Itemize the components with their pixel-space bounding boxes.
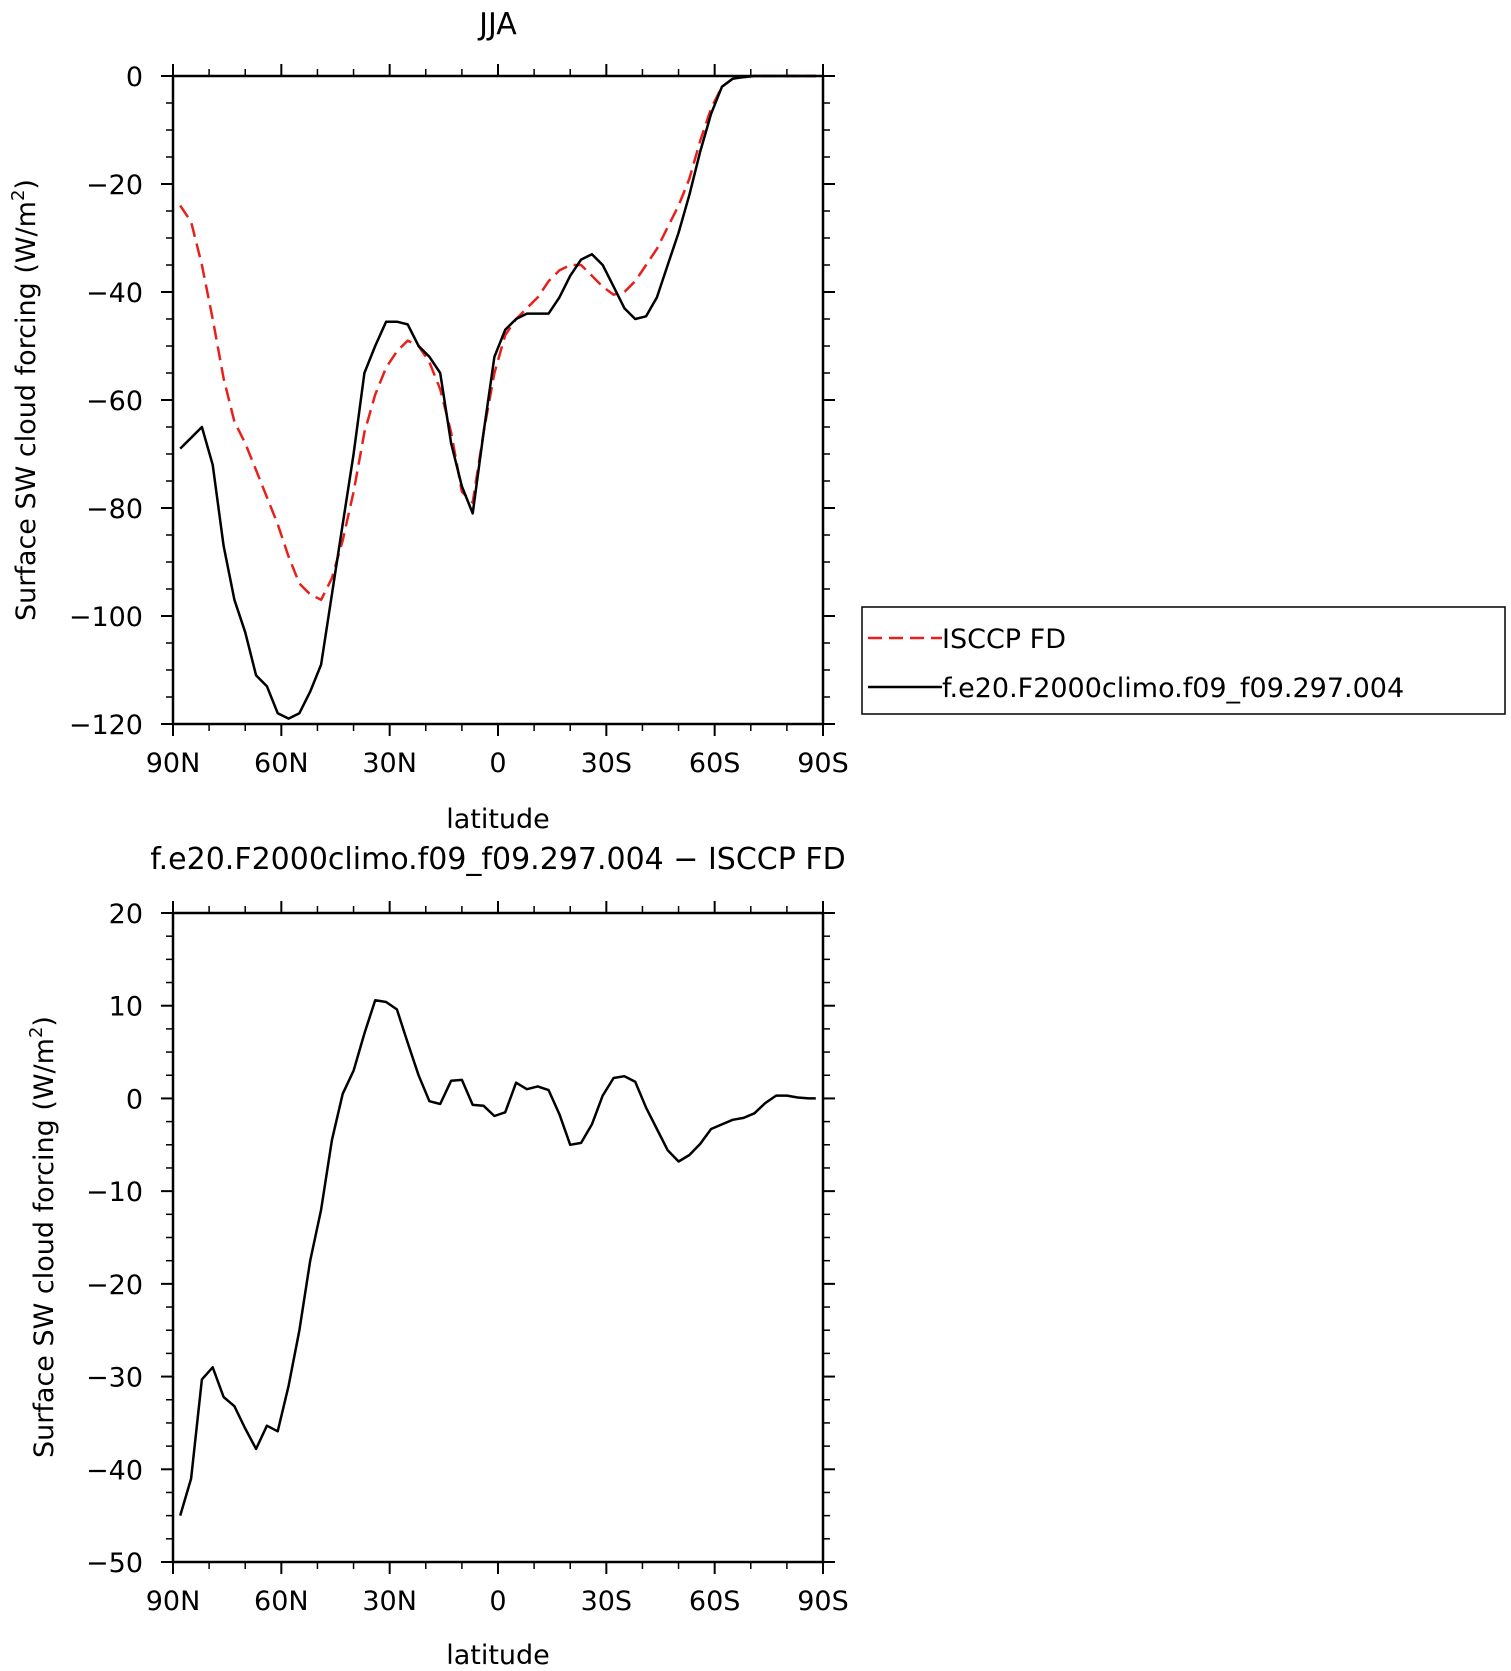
chart-bottom-axes: 90N 60N 30N 0 30S 60S 90S 20 10 0 −10 −20 −30 −40 −50: [86, 899, 849, 1617]
chart-bottom-ylabel-main: Surface SW cloud forcing (W/m: [29, 1038, 60, 1458]
chart-top-series-1-line: [179, 74, 816, 720]
chart-bottom-ylabel-close: ): [29, 1016, 60, 1027]
chart-bottom-xtick-label: 30S: [581, 1586, 633, 1617]
chart-bottom-xtick-label: 30N: [362, 1586, 417, 1617]
chart-top-axes: 90N 60N 30N 0 30S 60S 90S 0 −20 −40 −60 −80 −100 −120: [69, 62, 849, 779]
legend-frame: [861, 606, 1506, 715]
chart-top-xtick-label: 60N: [254, 748, 309, 779]
chart-bottom-xtick-label: 60N: [254, 1586, 309, 1617]
legend: ISCCP FD f.e20.F2000climo.f09_f09.297.00…: [861, 606, 1506, 715]
chart-bottom-series-0-line: [179, 998, 816, 1516]
chart-bottom-title: f.e20.F2000climo.f09_f09.297.004 − ISCCP…: [150, 842, 845, 877]
chart-top-xtick-label: 30N: [362, 748, 417, 779]
chart-bottom-ylabel-sup: 2: [26, 1027, 47, 1038]
chart-bottom-ytick-label: −30: [86, 1363, 143, 1394]
chart-top-series-0-line: [179, 74, 816, 602]
chart-bottom-ytick-label: −20: [86, 1270, 143, 1301]
chart-top: JJA latitude Surface SW cloud forcing (W…: [8, 7, 849, 835]
chart-bottom-xtick-label: 60S: [689, 1586, 741, 1617]
chart-bottom-ytick-label: 0: [126, 1084, 143, 1115]
chart-top-title: JJA: [477, 7, 517, 42]
chart-top-frame: [171, 74, 825, 726]
chart-top-ytick-label: −20: [86, 170, 143, 201]
chart-top-series: [179, 74, 816, 720]
chart-top-ytick-label: −40: [86, 278, 143, 309]
chart-top-xlabel: latitude: [446, 804, 550, 835]
chart-top-ytick-label: −60: [86, 386, 143, 417]
chart-bottom-ytick-label: 20: [109, 899, 143, 930]
chart-top-ylabel-sup: 2: [8, 190, 29, 201]
chart-bottom-series: [179, 998, 816, 1516]
chart-top-ytick-label: 0: [126, 62, 143, 93]
chart-top-xtick-label: 0: [489, 748, 506, 779]
chart-top-xtick-label: 90S: [797, 748, 849, 779]
chart-bottom-frame: [171, 911, 825, 1564]
chart-bottom-ytick-label: −10: [86, 1177, 143, 1208]
chart-bottom-xtick-label: 90N: [146, 1586, 201, 1617]
chart-top-ylabel: Surface SW cloud forcing (W/m2): [8, 179, 42, 621]
chart-top-ylabel-close: ): [11, 179, 42, 190]
chart-top-ytick-label: −100: [69, 602, 143, 633]
chart-top-ytick-label: −120: [69, 710, 143, 741]
chart-top-xtick-label: 60S: [689, 748, 741, 779]
legend-label-model: f.e20.F2000climo.f09_f09.297.004: [942, 673, 1404, 704]
legend-label-isccp: ISCCP FD: [942, 624, 1066, 655]
chart-top-xtick-label: 30S: [581, 748, 633, 779]
chart-bottom-ylabel: Surface SW cloud forcing (W/m2): [26, 1016, 60, 1458]
chart-bottom-xlabel: latitude: [446, 1640, 550, 1671]
chart-bottom-xtick-label: 90S: [797, 1586, 849, 1617]
chart-bottom-xtick-label: 0: [489, 1586, 506, 1617]
chart-top-xtick-label: 90N: [146, 748, 201, 779]
chart-bottom-ytick-label: −40: [86, 1455, 143, 1486]
chart-bottom-ytick-label: 10: [109, 992, 143, 1023]
chart-bottom: f.e20.F2000climo.f09_f09.297.004 − ISCCP…: [26, 842, 849, 1671]
chart-top-ytick-label: −80: [86, 494, 143, 525]
chart-top-ylabel-main: Surface SW cloud forcing (W/m: [11, 201, 42, 621]
chart-bottom-ytick-label: −50: [86, 1548, 143, 1579]
